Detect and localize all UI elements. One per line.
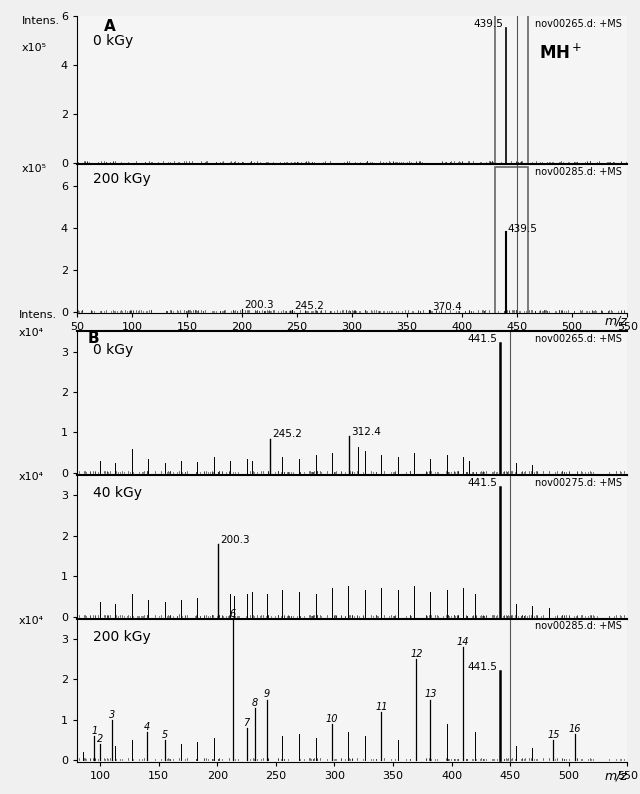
Text: nov00265.d: +MS: nov00265.d: +MS: [535, 334, 621, 344]
Text: 6: 6: [229, 608, 236, 619]
Text: 7: 7: [243, 718, 250, 728]
Text: 439.5: 439.5: [474, 19, 504, 29]
Text: m/z: m/z: [604, 315, 627, 328]
Text: x10⁴: x10⁴: [19, 472, 44, 482]
Text: 0 kGy: 0 kGy: [93, 33, 134, 48]
Text: 200.3: 200.3: [220, 534, 250, 545]
Text: 1: 1: [92, 726, 97, 736]
Text: 200 kGy: 200 kGy: [93, 630, 151, 644]
Text: 0 kGy: 0 kGy: [93, 343, 134, 357]
Text: x10⁴: x10⁴: [19, 329, 44, 338]
Text: B: B: [88, 331, 99, 346]
Text: 441.5: 441.5: [468, 334, 498, 345]
Text: 40 kGy: 40 kGy: [93, 487, 142, 500]
Text: x10⁵: x10⁵: [22, 164, 47, 175]
Text: MH$^+$: MH$^+$: [539, 43, 582, 63]
Text: 200 kGy: 200 kGy: [93, 172, 151, 186]
Text: x10⁵: x10⁵: [22, 43, 47, 52]
Text: 370.4: 370.4: [432, 302, 461, 311]
Text: 14: 14: [457, 637, 470, 647]
Text: Intens.: Intens.: [19, 310, 57, 320]
Text: 441.5: 441.5: [468, 478, 498, 488]
Text: nov00285.d: +MS: nov00285.d: +MS: [535, 168, 621, 177]
Text: 5: 5: [161, 730, 168, 740]
Text: 312.4: 312.4: [351, 427, 381, 437]
Text: A: A: [104, 19, 116, 34]
Text: 3: 3: [109, 710, 115, 719]
Text: 441.5: 441.5: [468, 662, 498, 672]
Text: 245.2: 245.2: [294, 301, 324, 311]
Text: nov00265.d: +MS: nov00265.d: +MS: [535, 19, 621, 29]
Text: Intens.: Intens.: [22, 16, 60, 26]
Text: 13: 13: [424, 689, 436, 700]
Text: 12: 12: [410, 649, 422, 659]
Text: x10⁴: x10⁴: [19, 615, 44, 626]
Text: 4: 4: [144, 722, 150, 732]
Text: 9: 9: [264, 689, 269, 700]
Text: m/z: m/z: [604, 769, 627, 782]
Text: 8: 8: [252, 698, 258, 707]
Text: 200.3: 200.3: [244, 300, 274, 310]
Text: 11: 11: [375, 702, 388, 711]
Text: 439.5: 439.5: [508, 224, 538, 233]
Text: nov00275.d: +MS: nov00275.d: +MS: [534, 478, 621, 488]
Text: 10: 10: [326, 714, 339, 724]
Text: 16: 16: [568, 724, 580, 734]
Text: 15: 15: [547, 730, 559, 740]
Text: nov00285.d: +MS: nov00285.d: +MS: [535, 622, 621, 631]
Text: 245.2: 245.2: [273, 430, 303, 439]
Text: 2: 2: [97, 734, 103, 744]
